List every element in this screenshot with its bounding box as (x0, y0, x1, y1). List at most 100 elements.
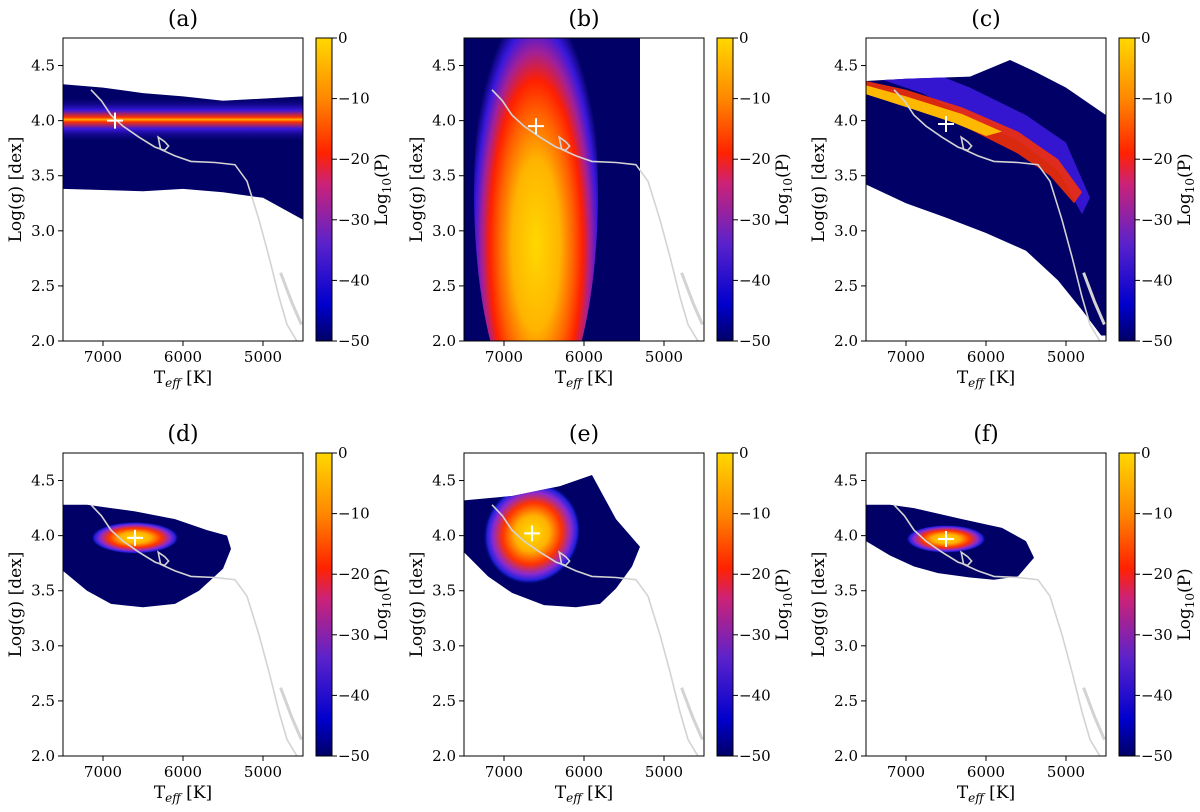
heatmap-area (866, 60, 1106, 341)
heatmap-area (63, 84, 303, 341)
panels-layer: (a) 7000 6000 5000 2.0 2.5 3.0 3.5 4.0 4.5 Teff [K… (6, 7, 1197, 805)
colorbar-tick-label: 0 (1141, 29, 1151, 47)
y-axis-label: Log(g) [dex] (809, 552, 829, 658)
y-tick-label: 4.5 (432, 57, 456, 75)
x-axis-label: Teff [K] (957, 368, 1015, 390)
panel-title: (e) (569, 422, 599, 447)
panel-title: (d) (167, 422, 198, 447)
x-axis-label: Teff [K] (154, 783, 212, 805)
evolution-track (90, 504, 298, 756)
panel-c: (c) 7000 6000 5000 2.0 2.5 3.0 3.5 4.0 4.5 Teff [K… (809, 7, 1197, 390)
best-fit-marker (524, 525, 540, 542)
x-tick-label: 7000 (485, 763, 523, 781)
y-tick-label: 2.0 (31, 332, 55, 350)
colorbar (716, 452, 734, 757)
x-axis-label: Teff [K] (154, 368, 212, 390)
panel-e: (e) 7000 6000 5000 2.0 2.5 3.0 3.5 4.0 4.5 Teff [K… (407, 422, 795, 805)
x-tick-label: 7000 (887, 763, 925, 781)
x-axis-label: Teff [K] (555, 783, 613, 805)
evolution-track-branch (1082, 272, 1106, 326)
axes-frame (62, 452, 304, 757)
probability-region (63, 504, 231, 608)
evolution-track (491, 89, 699, 341)
colorbar-label: Log10(P) (1175, 568, 1197, 640)
panel-title: (f) (973, 422, 998, 447)
y-tick-label: 3.0 (432, 222, 456, 240)
y-tick-label: 4.0 (834, 112, 858, 130)
panel-title: (a) (168, 7, 198, 32)
colorbar-label: Log10(P) (372, 153, 394, 225)
evolution-track-branch (680, 687, 704, 741)
heatmap-area (866, 504, 1106, 756)
x-tick-label: 7000 (84, 763, 122, 781)
colorbar-tick-label: −30 (338, 211, 370, 229)
y-tick-label: 3.0 (31, 637, 55, 655)
x-axis-label: Teff [K] (555, 368, 613, 390)
x-tick-label: 6000 (967, 763, 1005, 781)
x-tick-label: 6000 (967, 348, 1005, 366)
colorbar-tick-label: −10 (338, 90, 370, 108)
colorbar (1118, 452, 1136, 757)
evolution-track-branch (279, 272, 303, 326)
y-tick-label: 3.0 (834, 637, 858, 655)
x-tick-label: 5000 (244, 763, 282, 781)
colorbar (315, 452, 333, 757)
colorbar-tick-label: −50 (1141, 747, 1173, 765)
heatmap-area (464, 38, 704, 341)
y-tick-label: 3.5 (31, 582, 55, 600)
colorbar-tick-label: −50 (1141, 332, 1173, 350)
y-tick-label: 2.5 (31, 692, 55, 710)
y-tick-label: 3.5 (432, 582, 456, 600)
colorbar (1118, 37, 1136, 342)
y-tick-label: 2.0 (432, 747, 456, 765)
x-tick-label: 7000 (84, 348, 122, 366)
x-tick-label: 5000 (645, 763, 683, 781)
y-tick-label: 3.0 (834, 222, 858, 240)
y-tick-label: 2.5 (834, 692, 858, 710)
evolution-track-branch (279, 687, 303, 741)
colorbar-tick-label: 0 (338, 29, 348, 47)
y-tick-label: 3.5 (432, 167, 456, 185)
colorbar-tick-label: −30 (1141, 626, 1173, 644)
colorbar-tick-label: −50 (338, 747, 370, 765)
colorbar-tick-label: −30 (739, 211, 771, 229)
colorbar-tick-label: −40 (1141, 271, 1173, 289)
axes-frame (865, 452, 1107, 757)
colorbar-tick-label: −20 (1141, 565, 1173, 583)
y-tick-label: 4.5 (834, 57, 858, 75)
colorbar-tick-label: −40 (739, 271, 771, 289)
x-tick-label: 5000 (645, 348, 683, 366)
colorbar-tick-label: −10 (338, 505, 370, 523)
y-tick-label: 2.0 (31, 747, 55, 765)
y-tick-label: 2.5 (432, 277, 456, 295)
x-tick-label: 5000 (1047, 763, 1085, 781)
x-tick-label: 7000 (887, 348, 925, 366)
y-axis-label: Log(g) [dex] (407, 552, 427, 658)
colorbar-tick-label: −20 (739, 565, 771, 583)
y-tick-label: 4.5 (31, 57, 55, 75)
colorbar-tick-label: −20 (338, 565, 370, 583)
y-tick-label: 2.5 (834, 277, 858, 295)
y-tick-label: 3.5 (834, 582, 858, 600)
best-fit-marker (127, 529, 143, 546)
colorbar-label: Log10(P) (1175, 153, 1197, 225)
colorbar-tick-label: −20 (1141, 150, 1173, 168)
evolution-track (90, 89, 298, 341)
y-tick-label: 3.5 (31, 167, 55, 185)
colorbar-tick-label: −20 (338, 150, 370, 168)
colorbar-tick-label: 0 (739, 29, 749, 47)
x-tick-label: 6000 (565, 763, 603, 781)
colorbar-tick-label: −40 (739, 686, 771, 704)
colorbar-tick-label: 0 (739, 444, 749, 462)
probability-region (866, 60, 1106, 336)
colorbar-tick-label: −50 (739, 332, 771, 350)
x-tick-label: 6000 (565, 348, 603, 366)
colorbar-label: Log10(P) (372, 568, 394, 640)
panel-d: (d) 7000 6000 5000 2.0 2.5 3.0 3.5 4.0 4.5 Teff [K… (6, 422, 394, 805)
colorbar-tick-label: −50 (739, 747, 771, 765)
x-tick-label: 5000 (244, 348, 282, 366)
best-fit-marker (938, 115, 954, 132)
y-tick-label: 4.0 (834, 527, 858, 545)
colorbar-tick-label: 0 (338, 444, 348, 462)
